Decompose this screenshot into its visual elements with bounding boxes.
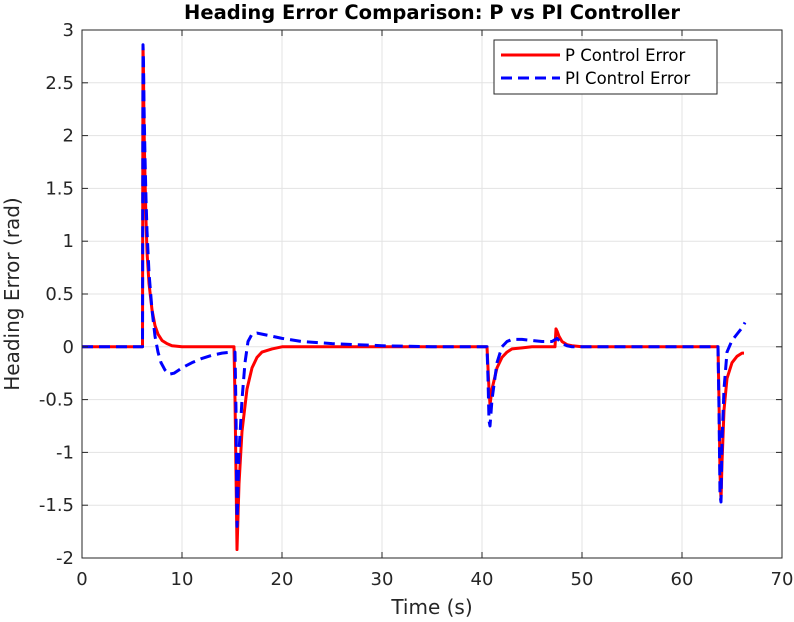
y-tick-label: 3	[63, 20, 74, 41]
legend-label-pi-control: PI Control Error	[565, 69, 690, 88]
x-tick-label: 60	[671, 569, 694, 590]
x-tick-label: 10	[171, 569, 194, 590]
tick-labels: 0 10 20 30 40 50 60 70 -2 -1.5 -1 -0.5 0 0.5 1 1.5 2 2.5 3	[39, 20, 794, 590]
legend-label-p-control: P Control Error	[565, 46, 686, 65]
ticks	[81, 29, 783, 559]
x-axis-title: Time (s)	[390, 595, 472, 619]
y-tick-label: 0.5	[45, 284, 74, 305]
y-tick-label: 0	[63, 337, 74, 358]
y-axis-title: Heading Error (rad)	[0, 197, 24, 390]
y-tick-label: 2.5	[45, 73, 74, 94]
y-tick-label: -1	[56, 442, 74, 463]
x-tick-label: 30	[371, 569, 394, 590]
y-tick-label: -0.5	[39, 390, 74, 411]
series-layer	[82, 43, 747, 552]
x-tick-label: 0	[76, 569, 87, 590]
y-tick-label: 2	[63, 126, 74, 147]
y-tick-label: -1.5	[39, 495, 74, 516]
x-tick-label: 20	[271, 569, 294, 590]
x-tick-label: 50	[571, 569, 594, 590]
legend-box	[493, 39, 718, 95]
legend: P Control Error PI Control Error	[493, 39, 718, 95]
series-line-pi-control	[82, 43, 747, 528]
x-tick-label: 40	[471, 569, 494, 590]
y-tick-label: -2	[56, 548, 74, 569]
chart-title: Heading Error Comparison: P vs PI Contro…	[184, 1, 680, 24]
x-tick-label: 70	[771, 569, 794, 590]
y-tick-label: 1	[63, 231, 74, 252]
y-tick-label: 1.5	[45, 178, 74, 199]
